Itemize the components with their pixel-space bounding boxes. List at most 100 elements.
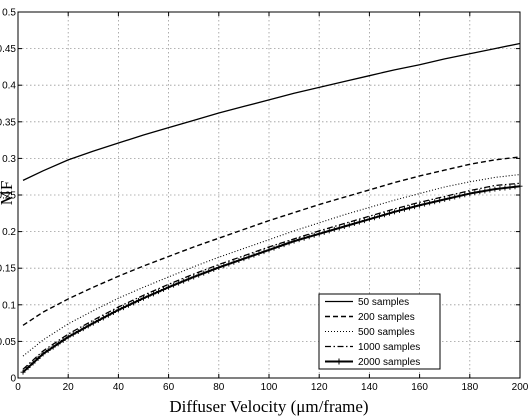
x-tick-label: 40 <box>113 382 125 393</box>
series-marker <box>231 259 237 265</box>
y-tick-label: 0.45 <box>0 44 16 55</box>
y-tick-label: 0.4 <box>2 81 16 92</box>
y-tick-label: 0 <box>10 374 16 385</box>
series-marker <box>221 263 227 269</box>
series-marker <box>206 268 212 274</box>
series-marker <box>402 206 408 212</box>
series-marker <box>251 252 257 258</box>
series-marker <box>141 295 146 301</box>
y-axis-label: MF <box>0 181 16 206</box>
series-marker <box>110 310 116 316</box>
series-marker <box>301 235 307 241</box>
x-tick-label: 60 <box>163 382 175 393</box>
series-marker <box>236 257 242 263</box>
series-line-2 <box>22 173 521 357</box>
series-marker <box>191 274 197 280</box>
series-marker <box>512 184 518 190</box>
series-marker <box>20 369 26 375</box>
series-marker <box>186 276 192 282</box>
series-marker <box>397 208 403 214</box>
series-marker <box>105 312 111 318</box>
series-marker <box>120 305 126 311</box>
x-tick-label: 180 <box>461 382 478 393</box>
series-marker <box>151 291 157 297</box>
series-marker <box>321 229 327 235</box>
series-marker <box>487 187 493 193</box>
series-marker <box>502 185 508 191</box>
series-marker <box>50 344 56 350</box>
series-marker <box>146 293 152 299</box>
series-marker <box>125 302 131 308</box>
series-marker <box>281 242 287 248</box>
series-marker <box>497 186 503 192</box>
series-marker <box>442 196 448 202</box>
y-tick-label: 0.15 <box>0 264 16 275</box>
series-marker <box>95 317 101 323</box>
legend-label-2: 500 samples <box>358 327 415 338</box>
series-marker <box>341 223 347 229</box>
series-marker <box>276 243 282 249</box>
series-marker <box>196 272 202 278</box>
x-tick-label: 80 <box>213 382 225 393</box>
legend-label-1: 200 samples <box>358 312 415 323</box>
y-tick-label: 0.5 <box>2 8 16 19</box>
series-marker <box>351 221 357 227</box>
series-marker <box>246 254 252 260</box>
legend-label-4: 2000 samples <box>358 357 420 368</box>
series-line-1 <box>22 156 521 326</box>
legend: 50 samples 200 samples 500 samples 1000 sam… <box>318 293 441 370</box>
x-tick-label: 140 <box>361 382 378 393</box>
series-marker <box>65 334 71 340</box>
y-tick-label: 0.2 <box>2 227 16 238</box>
series-marker <box>407 205 413 211</box>
series-marker <box>306 234 312 240</box>
legend-box <box>318 293 441 370</box>
series-marker <box>176 280 182 286</box>
series-marker <box>211 266 217 272</box>
series-marker <box>422 201 428 207</box>
series-marker <box>326 228 332 234</box>
series-marker <box>80 326 86 332</box>
series-marker <box>386 210 392 216</box>
series-marker <box>40 351 46 357</box>
series-marker <box>115 307 121 313</box>
legend-label-0: 50 samples <box>358 297 409 308</box>
series-marker <box>130 300 136 306</box>
series-marker <box>376 213 382 219</box>
series-marker <box>492 186 498 192</box>
series-marker <box>477 189 483 195</box>
series-marker <box>311 232 317 238</box>
y-tick-label: 0.35 <box>0 117 16 128</box>
x-tick-label: 160 <box>411 382 428 393</box>
series-marker <box>256 250 262 256</box>
series-marker <box>156 289 162 295</box>
x-tick-label: 100 <box>261 382 278 393</box>
series-marker <box>161 286 167 292</box>
series-marker <box>226 261 232 267</box>
legend-marker <box>336 358 342 365</box>
series-marker <box>70 331 76 337</box>
series-marker <box>166 284 172 290</box>
series-marker <box>266 247 272 253</box>
series-marker <box>457 193 463 199</box>
x-tick-label: 20 <box>63 382 75 393</box>
series-marker <box>271 245 277 251</box>
series-marker <box>216 264 222 270</box>
series-marker <box>90 320 96 326</box>
series-marker <box>55 341 61 347</box>
series-marker <box>35 355 41 361</box>
series-marker <box>417 202 423 208</box>
series-marker <box>241 256 247 262</box>
series-marker <box>381 212 387 218</box>
series-marker <box>392 209 397 215</box>
series-marker <box>30 360 36 366</box>
series-marker <box>331 226 337 232</box>
series-marker <box>25 365 31 371</box>
series-marker <box>462 192 468 198</box>
series-marker <box>181 278 187 284</box>
series-marker <box>296 237 302 243</box>
x-tick-label: 120 <box>311 382 328 393</box>
series-marker <box>135 298 141 304</box>
